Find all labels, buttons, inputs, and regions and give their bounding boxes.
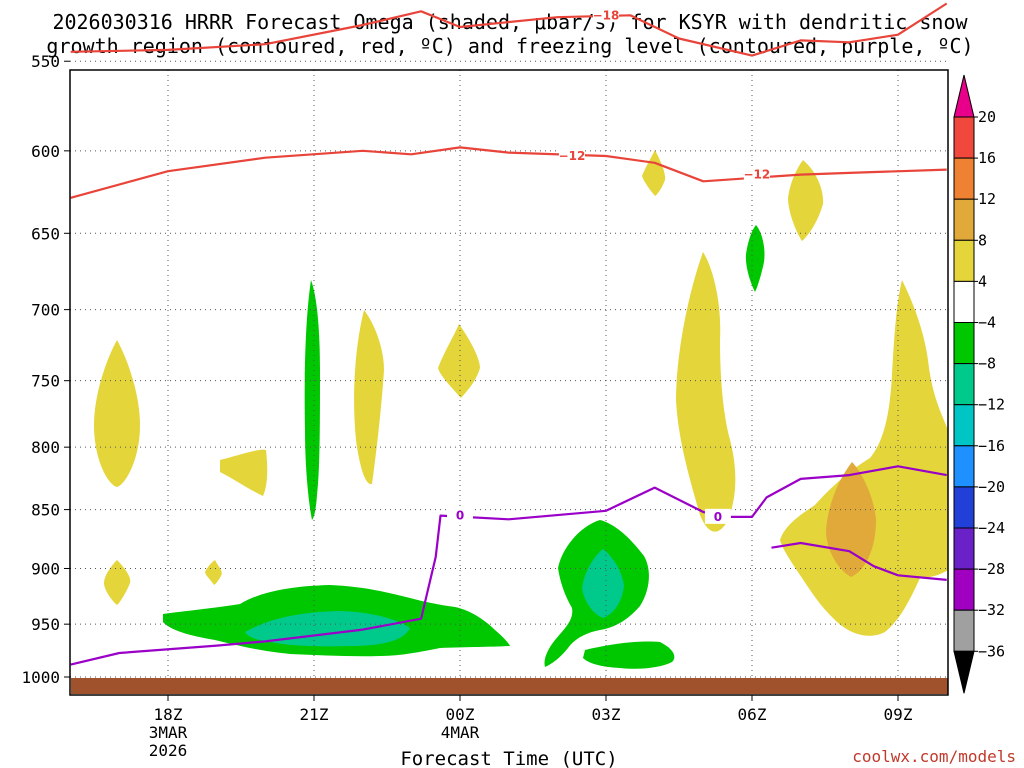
x-tick-sublabel: 2026 bbox=[149, 741, 188, 760]
omega-region-yellow bbox=[438, 324, 480, 398]
omega-region-yellow bbox=[780, 280, 948, 636]
y-tick-label: 800 bbox=[31, 438, 60, 457]
grid bbox=[70, 60, 948, 695]
colorbar-tick-label: 8 bbox=[978, 231, 987, 249]
contour-line bbox=[771, 541, 947, 581]
omega-region-yellow bbox=[104, 560, 131, 605]
ground-strip bbox=[71, 678, 948, 694]
colorbar-tick-label: 4 bbox=[978, 272, 987, 290]
colorbar-tick-label: −20 bbox=[978, 478, 1005, 496]
y-tick-label: 950 bbox=[31, 615, 60, 634]
colorbar-swatch bbox=[953, 609, 975, 652]
colorbar-tick-label: −24 bbox=[978, 519, 1005, 537]
colorbar-tick-label: −28 bbox=[978, 560, 1005, 578]
y-tick-label: 650 bbox=[31, 224, 60, 243]
colorbar-tick-label: 12 bbox=[978, 190, 996, 208]
omega-region-orange bbox=[826, 462, 876, 577]
credit-text: coolwx.com/models bbox=[852, 747, 1016, 766]
y-tick-label: 850 bbox=[31, 501, 60, 520]
plot-frame bbox=[69, 69, 949, 696]
x-tick-label: 03Z bbox=[592, 705, 621, 724]
x-tick-label: 06Z bbox=[738, 705, 767, 724]
y-tick-label: 900 bbox=[31, 559, 60, 578]
omega-region-yellow bbox=[676, 252, 736, 532]
y-tick-label: 550 bbox=[31, 52, 60, 71]
contour-label: 0 bbox=[456, 509, 464, 523]
omega-region-teal bbox=[245, 611, 410, 647]
contour-label: −12 bbox=[743, 168, 770, 182]
contour-line bbox=[70, 146, 947, 199]
colorbar-swatch bbox=[953, 568, 975, 611]
x-tick-label: 09Z bbox=[884, 705, 913, 724]
y-tick-label: 600 bbox=[31, 142, 60, 161]
colorbar: 20 16 12 8 4 −4 −8 −12 −16 −20 −24 −28 −32 −36 bbox=[953, 74, 1005, 694]
y-tick-label: 700 bbox=[31, 301, 60, 320]
contour-label-bg bbox=[704, 508, 731, 524]
contour-label: 0 bbox=[714, 510, 722, 524]
colorbar-swatch bbox=[953, 363, 975, 406]
omega-region-yellow bbox=[788, 160, 824, 241]
omega-region-yellow bbox=[205, 560, 222, 585]
colorbar-swatch bbox=[953, 239, 975, 282]
y-axis: 2503003504004505005506006507007508008509… bbox=[21, 52, 70, 687]
colorbar-swatch bbox=[953, 404, 975, 447]
colorbar-swatch bbox=[953, 650, 975, 694]
colorbar-swatch bbox=[953, 116, 975, 159]
omega-region-green bbox=[583, 641, 675, 669]
colorbar-swatch bbox=[953, 322, 975, 365]
x-tick-label: 18Z bbox=[154, 705, 183, 724]
colorbar-swatch bbox=[953, 198, 975, 241]
colorbar-swatch bbox=[953, 74, 975, 118]
contour-label-bg bbox=[743, 166, 770, 182]
contour-label: −18 bbox=[593, 8, 620, 22]
omega-region-yellow bbox=[94, 340, 140, 487]
colorbar-swatch bbox=[953, 280, 975, 323]
y-tick-label: 1000 bbox=[21, 668, 60, 687]
colorbar-tick-label: −32 bbox=[978, 601, 1005, 619]
contour-label-bg bbox=[447, 507, 473, 523]
contours: −18 −12 −12 0 0 bbox=[70, 2, 948, 666]
colorbar-tick-label: 20 bbox=[978, 108, 996, 126]
contour-label-bg bbox=[593, 7, 619, 23]
colorbar-tick-label: 16 bbox=[978, 149, 996, 167]
colorbar-swatch bbox=[953, 486, 975, 529]
omega-region-teal bbox=[582, 549, 624, 618]
colorbar-swatch bbox=[953, 445, 975, 488]
colorbar-tick-label: −16 bbox=[978, 437, 1005, 455]
omega-region-green bbox=[304, 280, 320, 520]
omega-region-yellow bbox=[354, 310, 384, 485]
colorbar-tick-label: −36 bbox=[978, 642, 1005, 660]
colorbar-swatch bbox=[953, 527, 975, 570]
contour-label-bg bbox=[558, 147, 585, 163]
colorbar-tick-label: −12 bbox=[978, 396, 1005, 414]
contour-line bbox=[70, 465, 947, 666]
x-axis-label: Forecast Time (UTC) bbox=[400, 748, 617, 768]
x-tick-sublabel: 3MAR bbox=[149, 723, 188, 742]
colorbar-tick-label: −8 bbox=[978, 355, 996, 373]
x-tick-sublabel: 4MAR bbox=[441, 723, 480, 742]
chart-title-line2: growth region (contoured, red, ºC) and f… bbox=[46, 34, 973, 58]
y-tick-label: 750 bbox=[31, 372, 60, 391]
omega-shading bbox=[94, 150, 948, 669]
omega-region-yellow bbox=[642, 150, 666, 196]
colorbar-swatch bbox=[953, 157, 975, 200]
omega-region-yellow bbox=[220, 449, 268, 496]
x-tick-label: 00Z bbox=[446, 705, 475, 724]
x-tick-label: 21Z bbox=[300, 705, 329, 724]
contour-label: −12 bbox=[559, 149, 586, 163]
colorbar-tick-label: −4 bbox=[978, 314, 996, 332]
omega-region-green bbox=[745, 225, 765, 292]
